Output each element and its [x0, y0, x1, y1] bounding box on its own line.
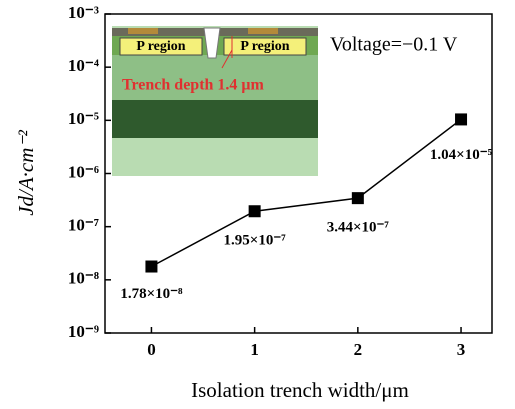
x-axis-label: Isolation trench width/μm [191, 378, 409, 402]
value-label: 1.78×10⁻⁸ [120, 286, 183, 302]
x-tick-label: 0 [147, 340, 156, 359]
trench [203, 27, 221, 59]
inset-layer [112, 55, 318, 100]
y-tick-label: 10⁻⁷ [68, 216, 99, 235]
y-tick-label: 10⁻⁹ [68, 322, 99, 341]
depth-marker [221, 49, 233, 69]
annotation: Voltage=−0.1 V [330, 34, 458, 56]
value-label: 3.44×10⁻⁷ [327, 220, 390, 236]
value-label: 1.95×10⁻⁷ [224, 233, 287, 249]
y-tick-label: 10⁻⁶ [68, 162, 99, 181]
inset-label: P region [136, 39, 185, 54]
marker [455, 113, 468, 126]
p-region [119, 37, 203, 56]
inset-label: Trench depth 1.4 μm [122, 77, 264, 94]
value-label: 1.04×10⁻⁵ [430, 147, 493, 163]
x-tick-label: 1 [250, 340, 259, 359]
p-region [223, 37, 307, 56]
x-tick-label: 2 [354, 340, 363, 359]
y-tick-label: 10⁻⁵ [68, 109, 99, 128]
inset-label: P region [240, 39, 289, 54]
inset-layer [112, 100, 318, 138]
contact [128, 28, 158, 34]
contact [248, 28, 278, 34]
y-tick-label: 10⁻⁴ [68, 56, 99, 75]
y-tick-label: 10⁻⁸ [68, 269, 99, 288]
marker [248, 205, 261, 218]
inset: P region P region Trench depth 1.4 μm [112, 26, 318, 176]
line [151, 118, 462, 268]
y-tick-label: 10⁻³ [68, 3, 99, 22]
marker [351, 192, 364, 205]
marker [145, 260, 158, 273]
y-axis-label: Jd/A·cm⁻² [14, 130, 38, 216]
x-tick-label: 3 [457, 340, 466, 359]
